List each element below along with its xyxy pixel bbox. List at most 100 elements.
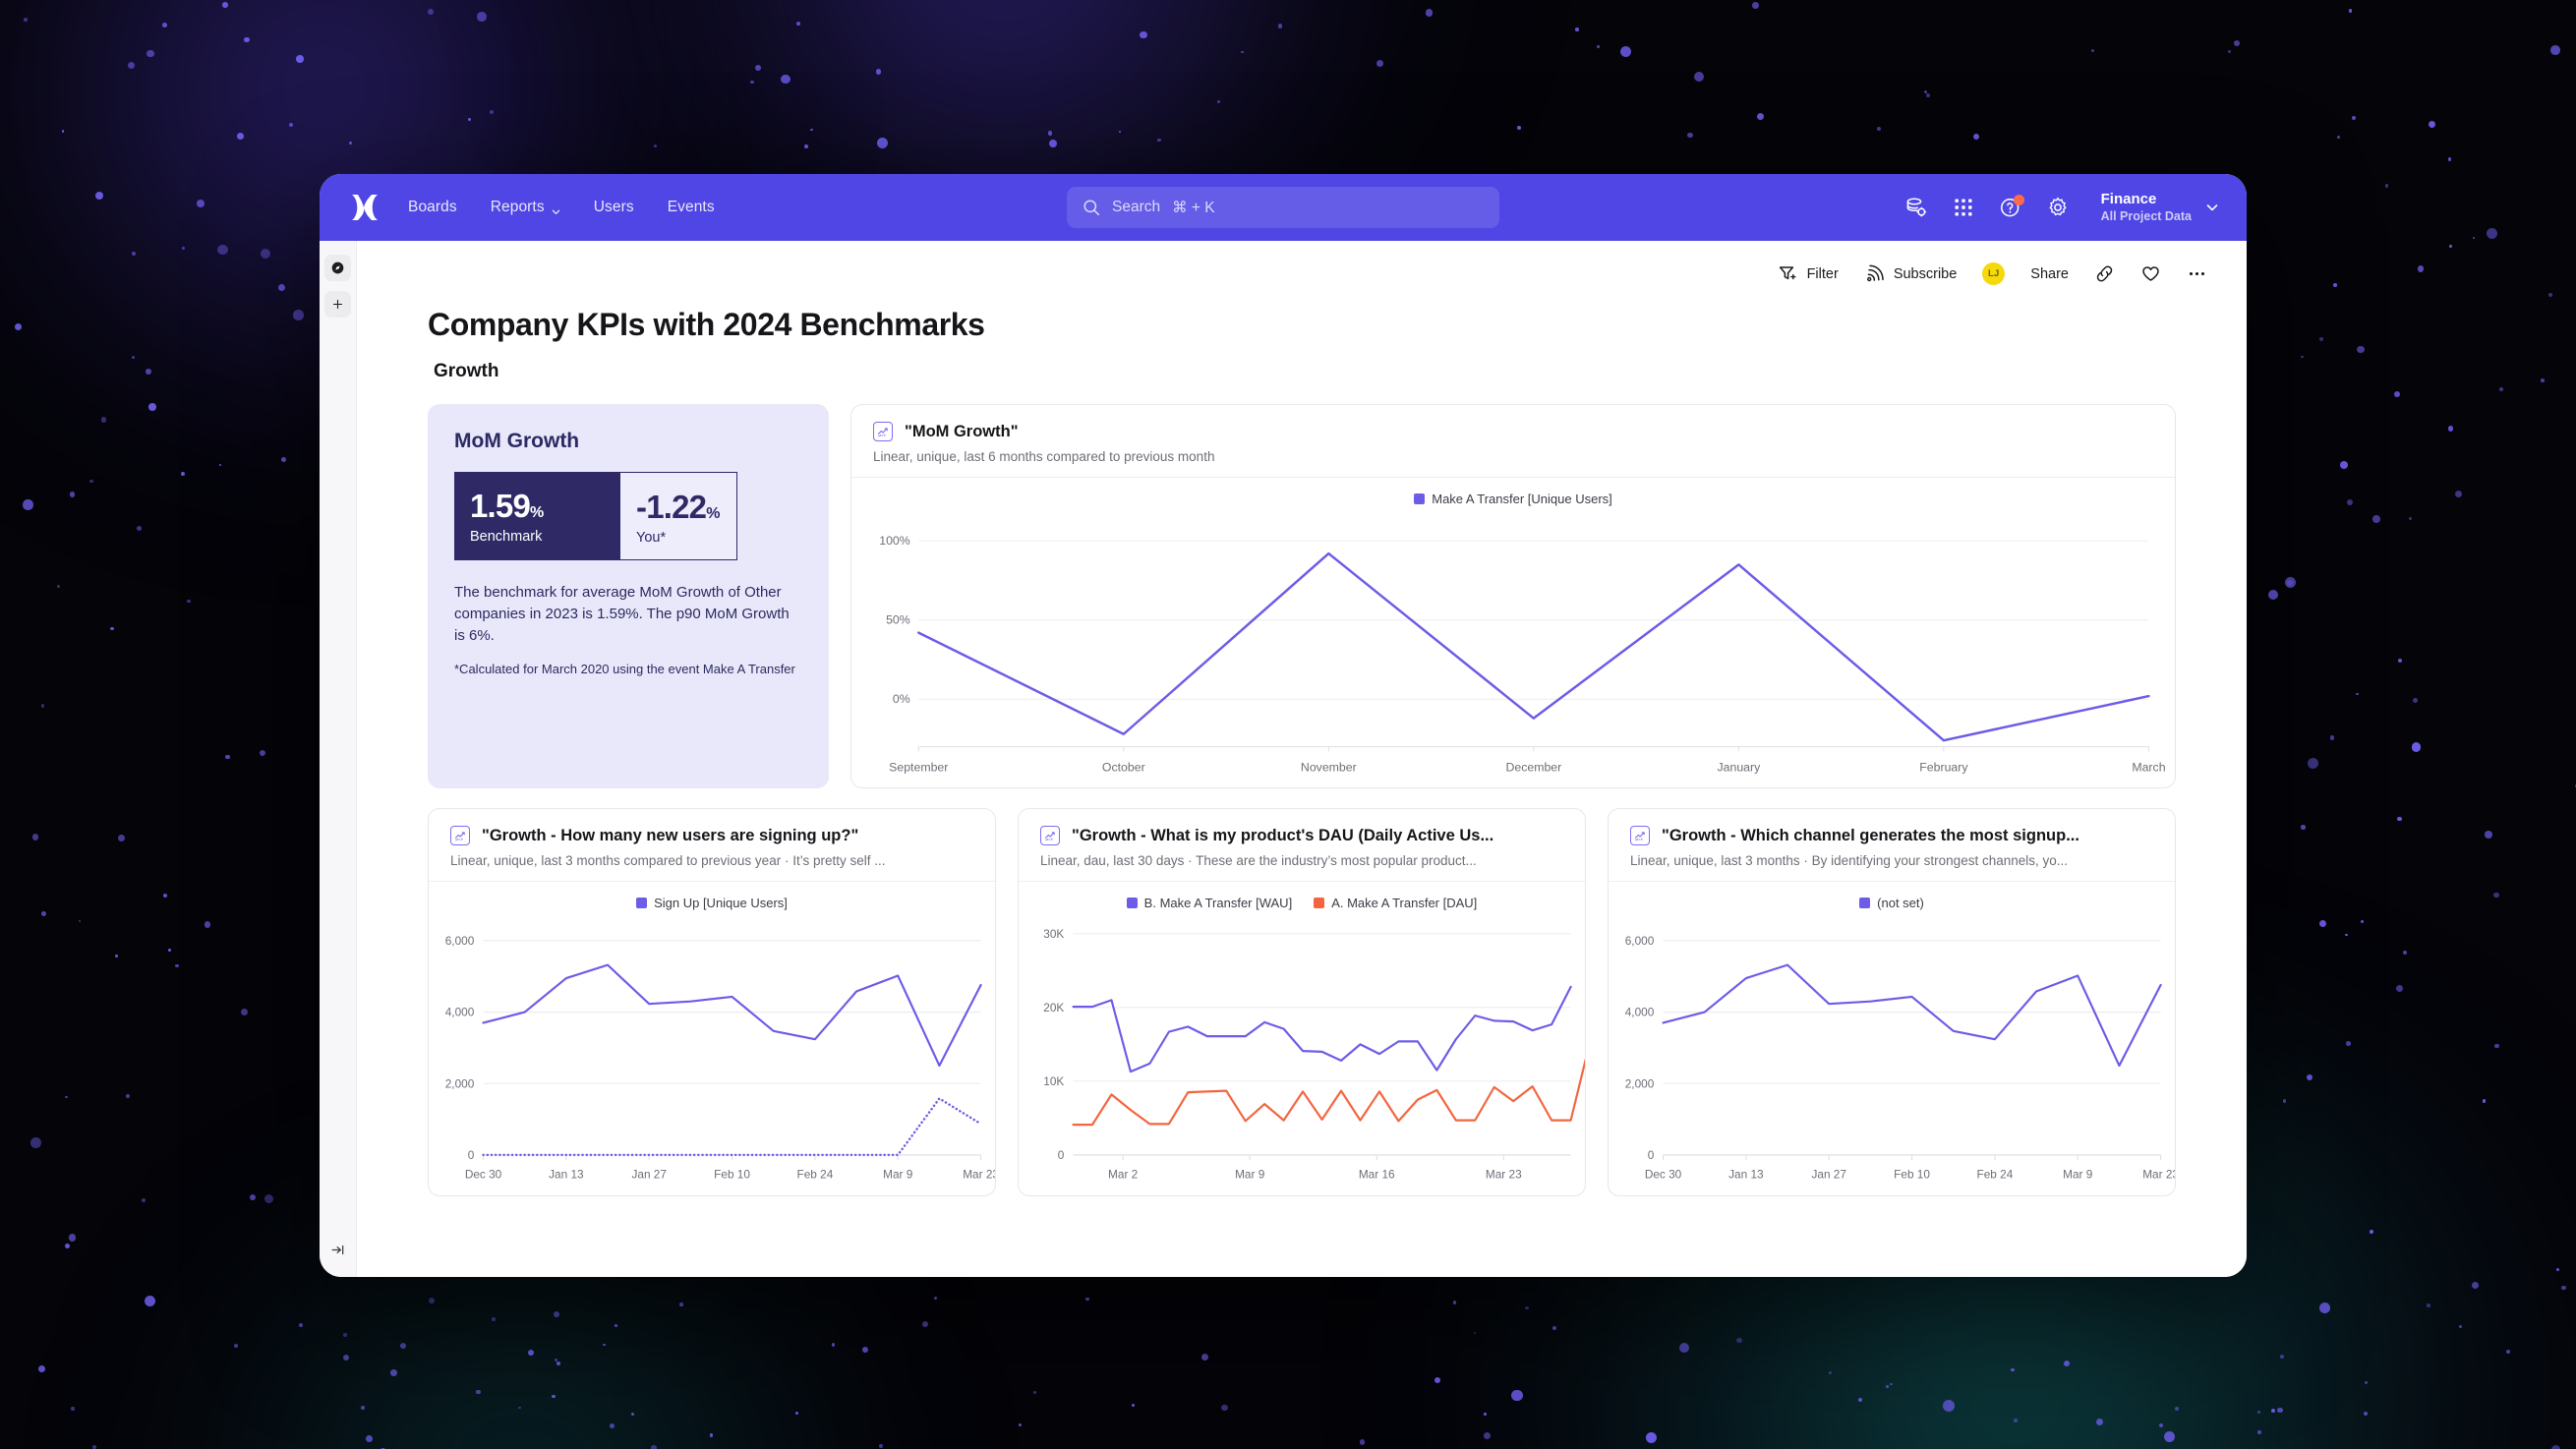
svg-text:0: 0 [1648,1148,1655,1162]
card-title-row: "Growth - How many new users are signing… [450,826,973,846]
benchmark-tiles: 1.59% Benchmark -1.22% You* [454,472,802,560]
project-subtitle: All Project Data [2100,208,2192,223]
search-icon [1083,199,1100,216]
svg-text:Dec 30: Dec 30 [1645,1168,1682,1182]
chart-legend: B. Make A Transfer [WAU] A. Make A Trans… [1019,882,1585,912]
section-title: Growth [434,361,499,381]
legend-item: (not set) [1859,896,1924,910]
share-label: Share [2030,265,2069,282]
card-title-row: "MoM Growth" [873,422,2153,441]
left-sidebar [320,241,357,1277]
copy-link-button[interactable] [2094,263,2115,284]
chart-card-channel[interactable]: "Growth - Which channel generates the mo… [1608,808,2176,1197]
svg-text:Jan 13: Jan 13 [1728,1168,1764,1182]
svg-text:January: January [1717,760,1761,774]
benchmark-tile: 1.59% Benchmark [454,472,619,560]
chart-plot-new-users[interactable]: 6,000 4,000 2,000 0 Dec 30 Jan 13 Jan 27 Feb 10… [429,912,995,1195]
svg-text:October: October [1102,760,1145,774]
link-icon [2094,263,2115,284]
svg-text:Jan 27: Jan 27 [1811,1168,1845,1182]
svg-text:4,000: 4,000 [1625,1006,1655,1019]
svg-text:Jan 13: Jan 13 [549,1168,584,1182]
app-body: Filter Subscribe LJ [320,241,2247,1277]
legend-item: B. Make A Transfer [WAU] [1126,896,1293,911]
svg-text:6,000: 6,000 [1625,934,1655,948]
you-unit: % [706,505,721,522]
svg-text:Mar 9: Mar 9 [1235,1168,1265,1182]
you-label: You* [636,530,667,546]
nav-link-label: Reports [490,199,545,215]
compass-icon[interactable] [324,255,351,281]
legend-swatch [1314,898,1325,909]
data-management-icon[interactable] [1904,196,1928,219]
svg-text:Dec 30: Dec 30 [465,1168,502,1182]
main-content: Filter Subscribe LJ [357,241,2247,1277]
nav-link-boards[interactable]: Boards [408,199,457,216]
page-title: Company KPIs with 2024 Benchmarks [428,307,985,342]
app-window: Boards Reports Users Events Search ⌘ + K [320,174,2247,1277]
plus-icon[interactable] [324,291,351,318]
board-toolbar: Filter Subscribe LJ [357,241,2247,289]
cards-row-top: MoM Growth 1.59% Benchmark -1.22% You* T… [428,404,2247,789]
subscribe-label: Subscribe [1893,265,1958,282]
nav-link-label: Events [667,199,715,215]
chart-card-new-users[interactable]: "Growth - How many new users are signing… [428,808,996,1197]
svg-text:Feb 24: Feb 24 [1977,1168,2014,1182]
broadcast-icon [1864,263,1885,284]
chevron-down-icon [2205,201,2219,214]
project-switcher[interactable]: Finance All Project Data [2101,191,2219,224]
legend-swatch [636,898,648,909]
legend-label: A. Make A Transfer [DAU] [1331,896,1478,911]
filter-button[interactable]: Filter [1778,263,1839,284]
chart-legend: Sign Up [Unique Users] [429,882,995,912]
brand-x-logo-icon[interactable] [347,191,381,224]
help-circle-icon[interactable] [1999,195,2024,219]
expand-sidebar-icon[interactable] [324,1237,351,1263]
card-title: "Growth - What is my product's DAU (Dail… [1072,826,1494,844]
chart-icon [1040,826,1060,846]
benchmark-title: MoM Growth [454,430,580,452]
svg-text:0: 0 [1058,1148,1065,1162]
nav-link-label: Boards [408,199,457,215]
nav-right-actions: Finance All Project Data [1904,191,2219,224]
more-options-button[interactable] [2187,263,2207,284]
chart-plot-channel[interactable]: 6,000 4,000 2,000 0 Dec 30 Jan 13 Jan 27 Feb 10… [1609,912,2175,1195]
benchmark-unit: % [530,504,545,521]
card-title: "Growth - Which channel generates the mo… [1662,826,2079,844]
chart-card-mom-growth[interactable]: "MoM Growth" Linear, unique, last 6 mont… [850,404,2176,789]
favorite-button[interactable] [2140,263,2161,284]
benchmark-label: Benchmark [470,529,543,545]
svg-text:September: September [889,760,948,774]
svg-text:10K: 10K [1043,1074,1064,1088]
chart-card-dau[interactable]: "Growth - What is my product's DAU (Dail… [1018,808,1586,1197]
svg-text:4,000: 4,000 [445,1006,475,1019]
filter-label: Filter [1806,265,1839,282]
settings-gear-icon[interactable] [2046,196,2070,219]
avatar[interactable]: LJ [1982,262,2006,285]
card-header: "MoM Growth" Linear, unique, last 6 mont… [851,405,2175,478]
benchmark-note: *Calculated for March 2020 using the eve… [454,661,795,676]
benchmark-description: The benchmark for average MoM Growth of … [454,584,790,644]
svg-text:Mar 2: Mar 2 [1108,1168,1138,1182]
legend-label: B. Make A Transfer [WAU] [1143,896,1293,911]
chart-plot-dau[interactable]: 30K 20K 10K 0 Mar 2 Mar 9 Mar 16 Mar 23 [1019,912,1585,1195]
nav-link-users[interactable]: Users [594,199,634,216]
chart-plot-mom-growth[interactable]: 100% 50% 0% September October November Decembe… [851,508,2175,787]
card-title: "MoM Growth" [905,422,1019,440]
project-name: Finance [2100,190,2157,207]
share-button[interactable]: Share [2030,266,2069,282]
svg-text:Mar 16: Mar 16 [1359,1168,1395,1182]
svg-text:6,000: 6,000 [445,934,475,948]
card-header: "Growth - Which channel generates the mo… [1609,809,2175,883]
legend-item: Sign Up [Unique Users] [636,896,788,910]
legend-label: Make A Transfer [Unique Users] [1432,492,1612,506]
svg-text:100%: 100% [879,534,910,548]
nav-link-events[interactable]: Events [668,199,715,216]
search-input[interactable]: Search ⌘ + K [1067,187,1499,228]
card-subtitle: Linear, unique, last 3 months compared t… [450,853,886,869]
subscribe-button[interactable]: Subscribe [1864,263,1957,284]
nav-link-reports[interactable]: Reports [491,199,560,216]
apps-grid-icon[interactable] [1952,196,1975,219]
filter-plus-icon [1778,263,1798,284]
